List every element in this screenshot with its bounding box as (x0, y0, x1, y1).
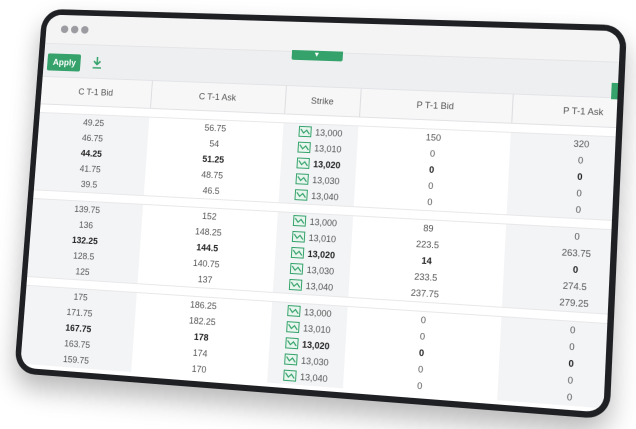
strike-value: 13,040 (305, 281, 333, 293)
chevron-down-icon: ▼ (313, 52, 320, 60)
window-maximize-dot[interactable] (81, 26, 89, 34)
strike-value: 13,000 (315, 128, 343, 139)
chart-icon[interactable] (287, 304, 301, 318)
strike-value: 13,020 (302, 339, 330, 351)
download-icon[interactable] (91, 56, 103, 70)
device-frame: ▼ Apply C T-1 Bid C T-1 Ask Strike P T-1… (14, 9, 627, 420)
chart-icon[interactable] (292, 214, 306, 228)
apply-button[interactable]: Apply (47, 53, 81, 71)
chart-icon[interactable] (291, 230, 305, 244)
window-close-dot[interactable] (61, 25, 69, 33)
strike-value: 13,020 (307, 249, 335, 261)
strike-value: 13,020 (313, 159, 341, 170)
chart-icon[interactable] (289, 262, 303, 276)
chart-icon[interactable] (297, 141, 311, 154)
chart-icon[interactable] (290, 246, 304, 260)
chart-icon[interactable] (283, 369, 297, 383)
window-minimize-dot[interactable] (71, 26, 79, 34)
chart-icon[interactable] (285, 337, 299, 351)
strike-value: 13,010 (303, 323, 331, 335)
chart-icon[interactable] (296, 157, 310, 170)
chart-icon[interactable] (284, 353, 298, 367)
collapse-toggle[interactable]: ▼ (292, 50, 344, 61)
strike-value: 13,000 (304, 307, 332, 319)
side-panel-toggle[interactable] (611, 83, 618, 100)
strike-value: 13,030 (306, 265, 334, 277)
strike-value: 13,030 (312, 175, 340, 186)
strike-value: 13,010 (314, 143, 342, 154)
col-header-strike[interactable]: Strike (284, 86, 361, 117)
strike-value: 13,040 (311, 191, 339, 202)
chart-icon[interactable] (288, 278, 302, 292)
options-table: C T-1 Bid C T-1 Ask Strike P T-1 Bid P T… (20, 77, 620, 411)
strike-value: 13,010 (308, 233, 336, 245)
chart-icon[interactable] (286, 321, 300, 335)
strike-value: 13,040 (300, 372, 328, 384)
strike-value: 13,030 (301, 356, 329, 368)
chart-icon[interactable] (294, 189, 308, 203)
chart-icon[interactable] (295, 173, 309, 187)
table-body: 49.25 56.75 13,000 150 320 46.75 54 13,010 0 0 44.… (20, 104, 620, 411)
chart-icon[interactable] (298, 125, 312, 138)
app-window: ▼ Apply C T-1 Bid C T-1 Ask Strike P T-1… (20, 15, 620, 413)
strike-value: 13,000 (309, 217, 337, 229)
